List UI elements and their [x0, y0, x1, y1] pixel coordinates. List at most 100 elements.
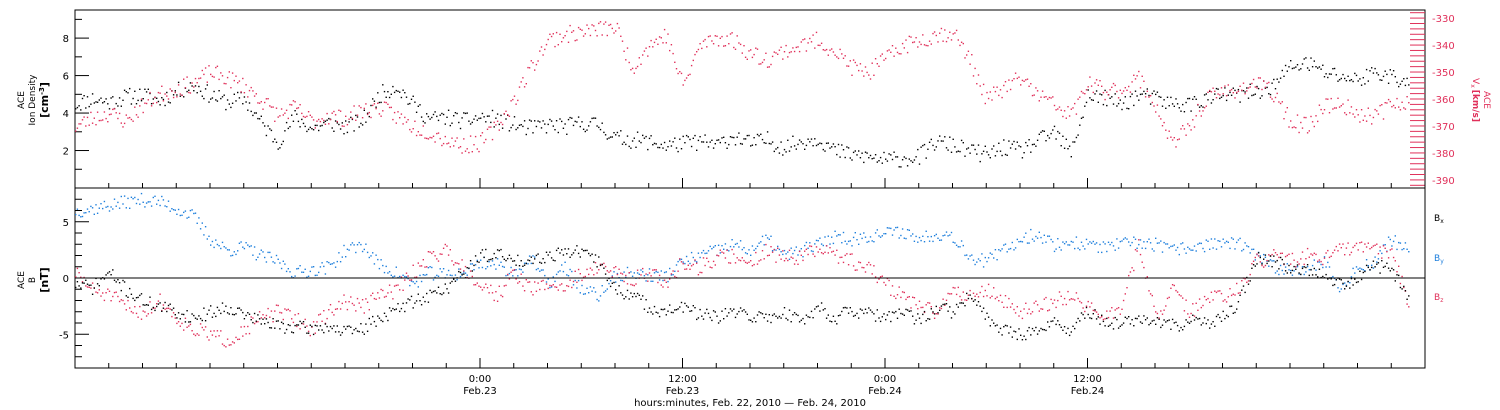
- bz-point: [923, 311, 926, 314]
- bz-point: [642, 267, 644, 270]
- series-point: [498, 123, 500, 126]
- bx-point: [228, 313, 230, 315]
- by-point: [888, 227, 890, 229]
- series-point: [287, 117, 289, 120]
- series-point: [1092, 91, 1094, 94]
- bz-point: [388, 284, 391, 286]
- series-point: [95, 124, 97, 126]
- by-point: [196, 222, 198, 224]
- bz-point: [876, 281, 878, 284]
- by-point: [1301, 266, 1304, 268]
- series-point: [751, 144, 754, 146]
- by-point: [1217, 240, 1219, 242]
- series-point: [1387, 98, 1390, 101]
- series-point: [253, 95, 256, 97]
- by-point: [768, 238, 770, 240]
- bz-point: [652, 269, 654, 271]
- by-point: [299, 265, 301, 267]
- bx-point: [218, 309, 220, 311]
- series-point: [793, 145, 796, 147]
- by-point: [1200, 242, 1202, 245]
- by-point: [1207, 240, 1209, 242]
- series-point: [682, 135, 684, 138]
- bz-point: [1247, 280, 1250, 282]
- bx-point: [334, 331, 337, 333]
- by-point: [1391, 245, 1393, 247]
- by-point: [1362, 269, 1364, 271]
- series-point: [1011, 79, 1013, 82]
- bx-point: [277, 320, 279, 322]
- bx-point: [836, 323, 838, 325]
- bx-point: [707, 312, 710, 315]
- bx-point: [1033, 330, 1035, 332]
- by-point: [1026, 242, 1029, 244]
- bx-point: [474, 255, 477, 257]
- by-point: [338, 252, 340, 254]
- bx-point: [437, 286, 440, 288]
- bx-point: [297, 324, 300, 326]
- by-point: [1401, 248, 1403, 251]
- by-point: [839, 234, 841, 236]
- series-point: [1070, 156, 1072, 158]
- series-point: [191, 85, 193, 87]
- series-point: [496, 120, 499, 122]
- bx-point: [1359, 270, 1361, 272]
- bz-point: [1367, 242, 1369, 244]
- bz-point: [724, 257, 727, 259]
- by-point: [1031, 238, 1034, 240]
- series-point: [1318, 66, 1321, 68]
- by-point: [343, 244, 345, 247]
- bx-point: [488, 259, 490, 261]
- bz-point: [574, 270, 576, 272]
- series-point: [800, 141, 802, 143]
- by-point: [1003, 244, 1005, 246]
- series-point: [834, 146, 836, 148]
- series-point: [331, 127, 333, 129]
- by-point: [996, 259, 998, 261]
- series-point: [1018, 76, 1020, 78]
- series-point: [1384, 70, 1386, 72]
- bz-point: [191, 330, 193, 332]
- series-point: [518, 86, 521, 88]
- bx-point: [351, 332, 354, 335]
- bx-point: [410, 295, 413, 298]
- by-point: [702, 249, 705, 252]
- series-point: [731, 32, 733, 34]
- series-point: [132, 120, 134, 122]
- bz-point: [618, 268, 620, 270]
- series-point: [643, 137, 646, 139]
- bx-point: [306, 332, 308, 334]
- by-point: [255, 259, 257, 261]
- bz-point: [577, 268, 580, 271]
- series-point: [500, 121, 502, 124]
- bz-point: [90, 287, 92, 289]
- by-point: [940, 239, 943, 241]
- bz-point: [1035, 300, 1037, 302]
- series-point: [1082, 92, 1084, 94]
- bx-point: [540, 262, 543, 264]
- series-point: [896, 51, 899, 54]
- bx-point: [773, 313, 775, 315]
- series-point: [957, 150, 959, 152]
- bx-point: [991, 319, 993, 321]
- series-point: [1398, 106, 1400, 108]
- series-point: [981, 93, 983, 96]
- series-point: [1382, 75, 1385, 78]
- series-point: [78, 105, 80, 107]
- series-point: [982, 150, 985, 152]
- series-point: [760, 133, 762, 135]
- by-point: [488, 261, 490, 263]
- bx-point: [989, 325, 991, 327]
- by-point: [952, 241, 954, 243]
- series-point: [436, 115, 438, 118]
- by-point: [790, 247, 792, 249]
- bx-point: [1097, 316, 1099, 318]
- bx-point: [486, 260, 489, 263]
- series-point: [1190, 110, 1192, 112]
- by-point: [161, 195, 163, 198]
- by-point: [783, 249, 786, 252]
- series-point: [576, 39, 578, 41]
- bx-point: [699, 308, 701, 311]
- bx-point: [91, 293, 94, 295]
- bz-point: [1364, 243, 1366, 245]
